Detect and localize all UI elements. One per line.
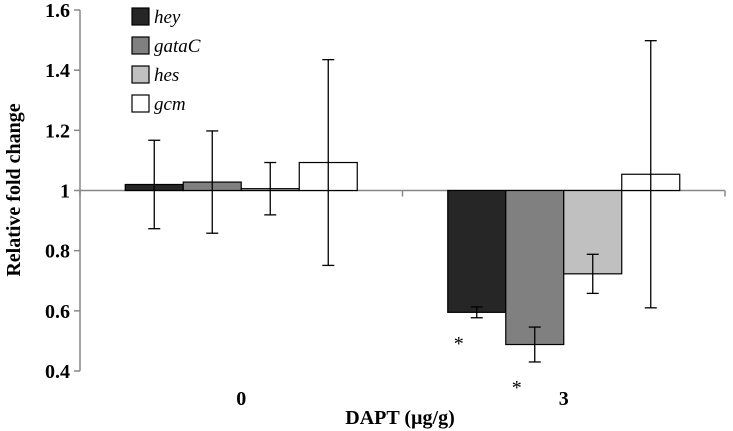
legend-swatch-gataC <box>131 36 150 55</box>
significance-star: * <box>512 377 522 399</box>
y-tick-label: 0.8 <box>45 241 70 263</box>
y-tick-label: 0.6 <box>45 301 70 323</box>
y-tick-label: 0.4 <box>45 361 70 383</box>
y-tick-label: 1.6 <box>45 0 70 22</box>
legend-swatch-hes <box>131 65 150 84</box>
bar-hey-3 <box>447 189 507 313</box>
bar-gataC-3 <box>505 189 565 346</box>
y-tick-label: 1.2 <box>45 120 70 142</box>
legend-label-hes: hes <box>154 65 179 86</box>
baseline-axis <box>79 189 726 197</box>
legend-swatch-gcm <box>131 94 150 113</box>
legend-label-gataC: gataC <box>154 36 201 57</box>
error-bars <box>148 40 657 363</box>
x-axis-title: DAPT (µg/g) <box>345 407 454 429</box>
legend-label-hey: hey <box>154 7 181 28</box>
legend-label-gcm: gcm <box>154 94 186 115</box>
y-axis: 0.4 0.6 0.8 1 1.2 1.4 1.6 <box>45 0 81 383</box>
x-category-label: 0 <box>236 388 246 410</box>
y-axis-title: Relative fold change <box>3 103 25 276</box>
bar-hes-3 <box>563 189 623 275</box>
y-tick-label: 1.4 <box>45 60 70 82</box>
significance-markers: ** <box>454 333 522 399</box>
legend: hey gataC hes gcm <box>131 7 201 115</box>
x-category-label: 3 <box>559 388 569 410</box>
y-tick-label: 1 <box>60 181 70 203</box>
significance-star: * <box>454 333 464 355</box>
legend-swatch-hey <box>131 7 150 26</box>
